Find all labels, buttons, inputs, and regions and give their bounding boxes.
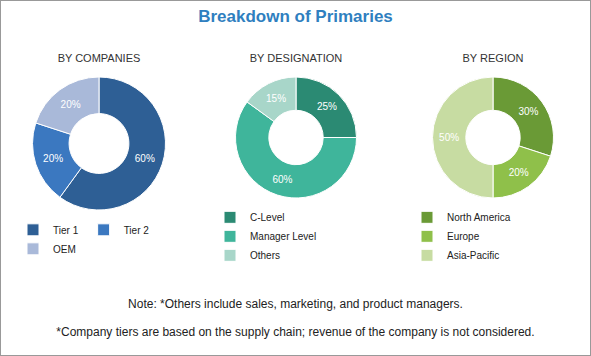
svg-text:Asia-Pacific: Asia-Pacific	[447, 250, 499, 261]
svg-text:Europe: Europe	[447, 231, 480, 242]
svg-text:20%: 20%	[509, 167, 529, 178]
svg-text:20%: 20%	[61, 99, 81, 110]
svg-text:BY DESIGNATION: BY DESIGNATION	[250, 52, 343, 64]
html-text:*Company tiers are based on th: *Company tiers are based on the supply c…	[56, 325, 535, 339]
svg-text:Tier 1: Tier 1	[53, 225, 79, 236]
svg-text:BY REGION: BY REGION	[463, 52, 524, 64]
svg-text:North America: North America	[447, 212, 511, 223]
svg-text:Tier 2: Tier 2	[124, 225, 150, 236]
svg-text:20%: 20%	[43, 153, 63, 164]
svg-text:Manager Level: Manager Level	[250, 231, 316, 242]
svg-text:Others: Others	[250, 250, 280, 261]
svg-text:30%: 30%	[518, 106, 538, 117]
svg-text:C-Level: C-Level	[250, 212, 284, 223]
svg-text:25%: 25%	[317, 101, 337, 112]
svg-text:50%: 50%	[439, 132, 459, 143]
html-text:Breakdown of Primaries: Breakdown of Primaries	[198, 7, 393, 26]
svg-text:15%: 15%	[266, 93, 286, 104]
html-text:Note: *Others include sales, m: Note: *Others include sales, marketing, …	[128, 297, 463, 311]
svg-text:BY COMPANIES: BY COMPANIES	[58, 52, 141, 64]
svg-text:OEM: OEM	[53, 244, 76, 255]
svg-text:60%: 60%	[135, 153, 155, 164]
svg-text:60%: 60%	[272, 174, 292, 185]
